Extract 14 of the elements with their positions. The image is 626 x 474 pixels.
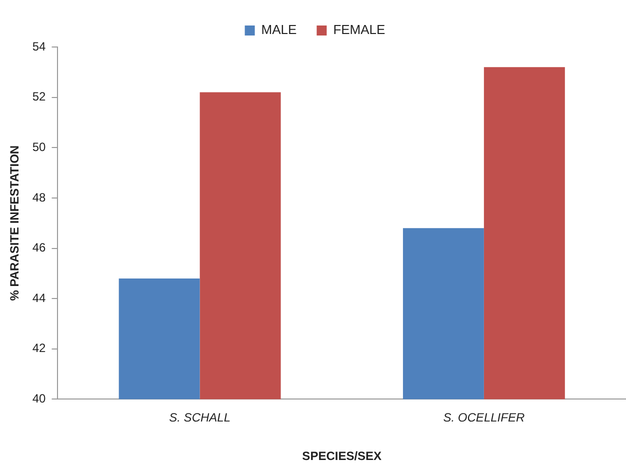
x-tick-label: S. SCHALL <box>169 410 230 425</box>
x-axis-title: SPECIES/SEX <box>302 449 382 464</box>
legend-label: MALE <box>261 22 298 38</box>
y-tick-label: 42 <box>32 341 46 356</box>
y-axis-title: % PARASITE INFESTATION <box>8 145 22 301</box>
y-tick-label: 40 <box>32 392 46 406</box>
y-tick-label: 48 <box>32 190 46 204</box>
y-tick-label: 52 <box>32 90 46 104</box>
y-tick-label: 54 <box>32 39 46 54</box>
y-tick-label: 44 <box>32 290 46 305</box>
y-tick-label: 50 <box>32 140 46 154</box>
y-tick-label: 46 <box>32 240 46 255</box>
legend-label: FEMALE <box>333 22 386 38</box>
x-tick-label: S. OCELLIFER <box>443 410 525 425</box>
